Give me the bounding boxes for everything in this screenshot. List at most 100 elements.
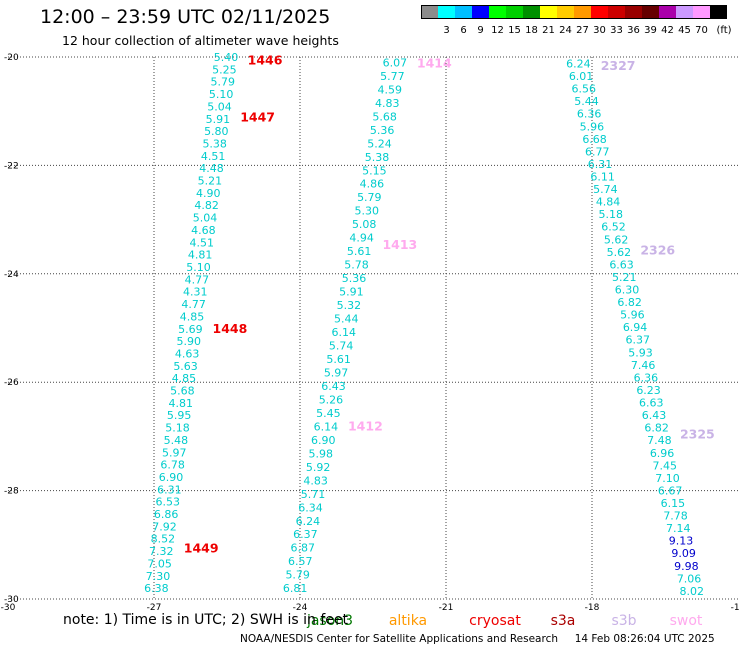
wave-height-label: 5.36 [342, 272, 367, 285]
wave-height-label: 5.38 [365, 151, 390, 164]
color-scale-tick-label: 18 [525, 25, 538, 36]
color-scale-tick-label: 12 [491, 25, 504, 36]
wave-height-label: 6.36 [634, 371, 659, 384]
wave-height-label: 6.15 [661, 497, 686, 510]
wave-height-label: 5.30 [355, 205, 380, 218]
wave-height-label: 6.14 [314, 420, 339, 433]
wave-height-label: 8.52 [151, 533, 176, 546]
wave-height-label: 6.31 [157, 483, 182, 496]
wave-height-label: 5.48 [164, 434, 189, 447]
wave-height-label: 5.15 [362, 164, 387, 177]
y-tick-label: -28 [4, 487, 19, 497]
wave-height-label: 4.85 [180, 310, 205, 323]
wave-height-label: 7.14 [666, 522, 691, 535]
wave-height-label: 5.10 [209, 88, 234, 101]
wave-height-label: 6.94 [623, 321, 648, 334]
wave-height-label: 6.53 [156, 496, 181, 509]
wave-height-label: 6.56 [572, 83, 597, 96]
wave-height-label: 5.36 [370, 124, 395, 137]
wave-height-label: 5.68 [170, 385, 195, 398]
wave-height-label: 7.10 [655, 472, 680, 485]
satellite-legend-cryosat: cryosat [469, 613, 521, 629]
color-scale-tick-label: 33 [610, 25, 623, 36]
wave-height-label: 5.79 [211, 76, 236, 89]
wave-height-label: 5.71 [301, 488, 326, 501]
wave-height-label: 5.91 [206, 113, 231, 126]
wave-height-label: 5.69 [178, 323, 203, 336]
wave-height-label: 6.68 [582, 133, 607, 146]
wave-height-label: 5.93 [628, 346, 653, 359]
wave-height-label: 4.81 [188, 249, 213, 262]
wave-height-label: 6.96 [650, 447, 675, 460]
color-scale-tick-label: 30 [593, 25, 606, 36]
wave-height-label: 6.24 [296, 515, 321, 528]
wave-height-label: 5.96 [620, 309, 645, 322]
wave-height-label: 6.77 [585, 145, 610, 158]
wave-height-label: 6.38 [144, 582, 169, 595]
x-tick-label: -21 [439, 603, 454, 613]
color-scale-tick-label: 24 [559, 25, 572, 36]
wave-height-label: 4.59 [378, 83, 403, 96]
wave-height-label: 5.24 [367, 137, 392, 150]
wave-height-label: 6.63 [639, 397, 664, 410]
wave-height-label: 4.83 [303, 474, 328, 487]
pass-time-label: 2326 [640, 242, 675, 257]
y-tick-label: -30 [4, 595, 19, 605]
wave-height-label: 4.51 [189, 236, 214, 249]
wave-height-label: 4.63 [175, 347, 200, 360]
wave-height-label: 6.34 [298, 501, 323, 514]
pass-time-label: 1413 [382, 237, 417, 252]
wave-height-label: 5.18 [165, 422, 190, 435]
wave-height-label: 6.43 [321, 380, 346, 393]
wave-height-label: 6.90 [159, 471, 184, 484]
wave-height-label: 5.97 [324, 366, 349, 379]
wave-height-label: 5.74 [329, 340, 354, 353]
wave-height-label: 6.90 [311, 434, 336, 447]
color-scale-unit: (ft) [716, 25, 731, 36]
color-swatch [506, 5, 523, 19]
x-tick-label: -24 [293, 603, 308, 613]
wave-height-label: 4.82 [194, 199, 219, 212]
wave-height-label: 6.37 [626, 334, 651, 347]
wave-height-label: 4.51 [201, 150, 226, 163]
satellite-legend-altika: altika [389, 613, 427, 629]
wave-height-label: 5.68 [372, 110, 397, 123]
color-swatch [591, 5, 608, 19]
color-scale-tick-label: 70 [695, 25, 708, 36]
wave-height-label: 6.30 [615, 284, 640, 297]
wave-height-label: 7.05 [147, 557, 172, 570]
color-scale-tick-label: 39 [644, 25, 657, 36]
wave-height-label: 5.08 [352, 218, 377, 231]
wave-height-label: 5.32 [337, 299, 362, 312]
footer-note: note: 1) Time is in UTC; 2) SWH is in fe… [63, 612, 349, 628]
color-scale-tick-label: 36 [627, 25, 640, 36]
wave-height-label: 5.38 [202, 137, 227, 150]
wave-height-label: 6.67 [658, 484, 683, 497]
wave-height-label: 7.30 [146, 570, 171, 583]
y-tick-label: -24 [4, 270, 19, 280]
wave-height-label: 4.77 [181, 298, 206, 311]
wave-height-label: 7.92 [152, 520, 177, 533]
color-swatch [693, 5, 710, 19]
color-swatch [540, 5, 557, 19]
wave-height-label: 5.44 [574, 95, 599, 108]
wave-height-label: 6.81 [283, 582, 308, 595]
color-swatch [659, 5, 676, 19]
wave-height-label: 6.31 [588, 158, 613, 171]
y-tick-label: -22 [4, 161, 19, 171]
wave-height-label: 5.79 [285, 569, 310, 582]
wave-height-label: 6.24 [566, 58, 591, 71]
color-scale-tick-label: 27 [576, 25, 589, 36]
color-swatch [523, 5, 540, 19]
color-swatch [489, 5, 506, 19]
wave-height-label: 5.62 [607, 246, 632, 259]
satellite-legend-swot: swot [670, 613, 703, 629]
wave-height-label: 7.06 [677, 572, 702, 585]
wave-height-label: 8.02 [680, 585, 705, 598]
x-tick-label: -30 [1, 603, 16, 613]
wave-height-label: 6.82 [617, 296, 642, 309]
color-swatch [421, 5, 438, 19]
wave-height-label: 7.32 [149, 545, 174, 558]
color-swatch [472, 5, 489, 19]
